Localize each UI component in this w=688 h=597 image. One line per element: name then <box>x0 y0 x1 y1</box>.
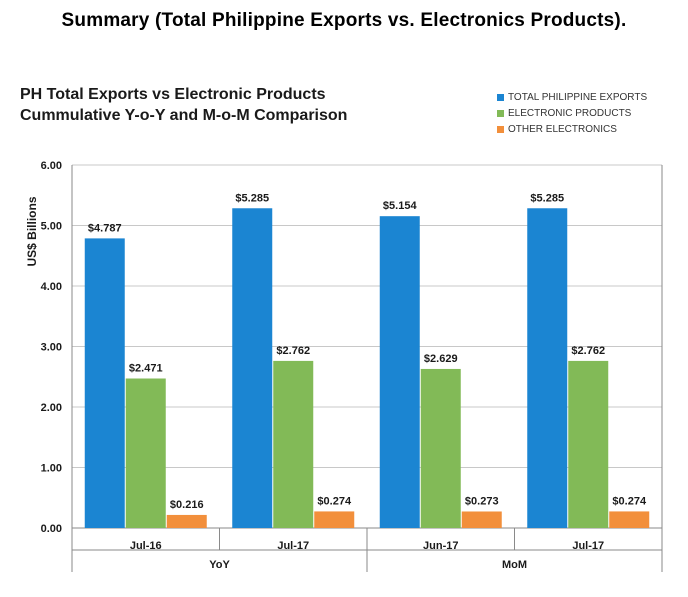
legend-swatch-total-exports <box>497 93 504 101</box>
bar <box>166 514 207 528</box>
legend-label-total-exports: TOTAL PHILIPPINE EXPORTS <box>508 91 648 103</box>
y-tick-label: 1.00 <box>41 463 62 475</box>
data-label: $5.285 <box>530 192 564 204</box>
bar <box>314 511 355 528</box>
y-tick-label: 0.00 <box>41 523 62 535</box>
y-tick-label: 6.00 <box>41 160 62 172</box>
bar <box>609 511 650 528</box>
y-axis-label: US$ Billions <box>25 196 39 266</box>
data-label: $0.274 <box>317 495 352 507</box>
y-tick-label: 3.00 <box>41 342 62 354</box>
data-label: $5.285 <box>235 192 269 204</box>
group-label: YoY <box>209 559 230 571</box>
legend-label-electronic-products: ELECTRONIC PRODUCTS <box>508 107 632 119</box>
data-label: $2.762 <box>571 345 605 357</box>
bar <box>125 378 166 528</box>
x-tick-label: Jul-17 <box>572 540 604 552</box>
data-label: $0.216 <box>170 499 204 511</box>
data-label: $2.471 <box>129 363 163 375</box>
page-heading: Summary (Total Philippine Exports vs. El… <box>61 10 627 31</box>
y-tick-label: 5.00 <box>41 221 62 233</box>
bar <box>232 208 273 528</box>
bar <box>527 208 568 528</box>
data-label: $2.629 <box>424 353 458 365</box>
legend-item-total-exports: TOTAL PHILIPPINE EXPORTS <box>497 89 647 105</box>
chart-title-line-2: Cummulative Y-o-Y and M-o-M Comparison <box>20 107 348 124</box>
chart-legend: TOTAL PHILIPPINE EXPORTS ELECTRONIC PROD… <box>497 89 647 137</box>
bar <box>273 360 314 528</box>
data-label: $5.154 <box>383 200 418 212</box>
chart-title: PH Total Exports vs Electronic Products … <box>20 84 347 126</box>
group-label: MoM <box>502 559 527 571</box>
data-label: $0.274 <box>612 495 647 507</box>
x-tick-label: Jun-17 <box>423 540 458 552</box>
x-tick-label: Jul-16 <box>130 540 162 552</box>
data-label: $4.787 <box>88 222 122 234</box>
chart-title-line-1: PH Total Exports vs Electronic Products <box>20 86 326 103</box>
legend-swatch-electronic-products <box>497 109 504 117</box>
y-tick-label: 2.00 <box>41 402 62 414</box>
bar <box>420 368 461 528</box>
bar <box>568 360 609 528</box>
y-tick-label: 4.00 <box>41 281 62 293</box>
legend-swatch-other-electronics <box>497 125 504 133</box>
legend-item-electronic-products: ELECTRONIC PRODUCTS <box>497 105 647 121</box>
data-label: $2.762 <box>276 345 310 357</box>
legend-item-other-electronics: OTHER ELECTRONICS <box>497 121 647 137</box>
bar <box>84 238 125 528</box>
data-label: $0.273 <box>465 495 499 507</box>
bar <box>379 216 420 529</box>
legend-label-other-electronics: OTHER ELECTRONICS <box>508 123 617 135</box>
x-tick-label: Jul-17 <box>277 540 309 552</box>
bar <box>461 511 502 528</box>
